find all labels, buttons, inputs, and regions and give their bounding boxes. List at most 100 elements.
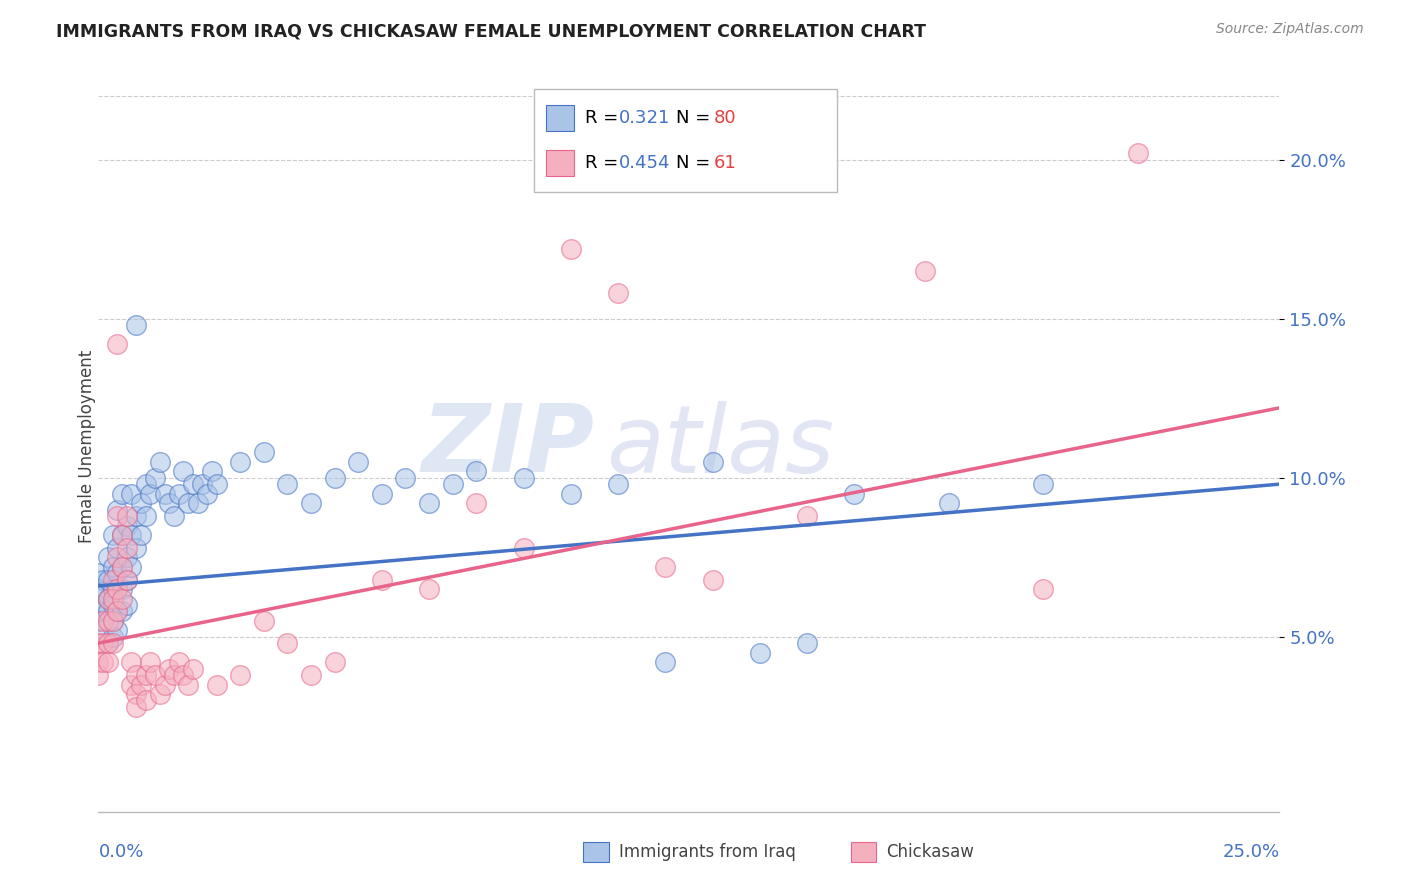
Point bbox=[97, 550, 120, 565]
Point bbox=[111, 591, 134, 606]
Point bbox=[465, 465, 488, 479]
Text: Immigrants from Iraq: Immigrants from Iraq bbox=[619, 843, 796, 861]
Point bbox=[323, 471, 346, 485]
Point bbox=[101, 582, 124, 596]
Point bbox=[125, 541, 148, 555]
Point bbox=[105, 337, 128, 351]
Point bbox=[702, 455, 724, 469]
Point bbox=[191, 477, 214, 491]
Point bbox=[1032, 477, 1054, 491]
Point bbox=[512, 541, 534, 555]
Point bbox=[654, 655, 676, 669]
Text: 25.0%: 25.0% bbox=[1222, 843, 1279, 861]
Point bbox=[129, 677, 152, 691]
Point bbox=[111, 604, 134, 618]
Point bbox=[441, 477, 464, 491]
Point bbox=[91, 614, 114, 628]
Point bbox=[101, 591, 124, 606]
Point bbox=[87, 582, 110, 596]
Text: Chickasaw: Chickasaw bbox=[886, 843, 973, 861]
Point bbox=[111, 528, 134, 542]
Point bbox=[167, 486, 190, 500]
Point bbox=[97, 655, 120, 669]
Point bbox=[87, 655, 110, 669]
Text: R =: R = bbox=[585, 109, 624, 127]
Text: 80: 80 bbox=[714, 109, 737, 127]
Point bbox=[101, 573, 124, 587]
Point bbox=[111, 559, 134, 574]
Y-axis label: Female Unemployment: Female Unemployment bbox=[79, 350, 96, 542]
Point bbox=[97, 636, 120, 650]
Point bbox=[135, 508, 157, 523]
Point bbox=[115, 550, 138, 565]
Point bbox=[163, 668, 186, 682]
Point bbox=[87, 598, 110, 612]
Point bbox=[105, 604, 128, 618]
Point bbox=[418, 582, 440, 596]
Point bbox=[153, 677, 176, 691]
Point bbox=[101, 614, 124, 628]
Point bbox=[371, 573, 394, 587]
Point bbox=[654, 559, 676, 574]
Point bbox=[229, 455, 252, 469]
Point bbox=[121, 559, 143, 574]
Point bbox=[172, 465, 194, 479]
Point bbox=[394, 471, 416, 485]
Text: N =: N = bbox=[676, 154, 716, 172]
Point bbox=[125, 699, 148, 714]
Point bbox=[87, 614, 110, 628]
Point bbox=[105, 582, 128, 596]
Point bbox=[91, 636, 114, 650]
Point bbox=[105, 624, 128, 638]
Point bbox=[91, 585, 114, 599]
Point bbox=[91, 604, 114, 618]
Point bbox=[105, 550, 128, 565]
Text: 0.321: 0.321 bbox=[619, 109, 671, 127]
Point bbox=[87, 566, 110, 581]
Point bbox=[105, 582, 128, 596]
Point bbox=[844, 486, 866, 500]
Point bbox=[153, 486, 176, 500]
Point bbox=[125, 508, 148, 523]
Text: Source: ZipAtlas.com: Source: ZipAtlas.com bbox=[1216, 22, 1364, 37]
Point bbox=[177, 677, 200, 691]
Point bbox=[97, 591, 120, 606]
Point bbox=[115, 598, 138, 612]
Point bbox=[115, 508, 138, 523]
Point bbox=[607, 477, 630, 491]
Point bbox=[748, 646, 770, 660]
Point bbox=[125, 318, 148, 333]
Point bbox=[101, 636, 124, 650]
Point bbox=[129, 496, 152, 510]
Point bbox=[101, 559, 124, 574]
Text: N =: N = bbox=[676, 109, 716, 127]
Point bbox=[91, 624, 114, 638]
Point bbox=[139, 486, 162, 500]
Point bbox=[115, 573, 138, 587]
Point bbox=[187, 496, 209, 510]
Point bbox=[914, 264, 936, 278]
Point bbox=[111, 559, 134, 574]
Point bbox=[560, 242, 582, 256]
Point bbox=[121, 677, 143, 691]
Point bbox=[157, 496, 180, 510]
Point bbox=[105, 502, 128, 516]
Point bbox=[201, 465, 224, 479]
Point bbox=[115, 573, 138, 587]
Point bbox=[97, 573, 120, 587]
Point bbox=[143, 471, 166, 485]
Point bbox=[157, 662, 180, 676]
Point bbox=[167, 655, 190, 669]
Point bbox=[253, 614, 276, 628]
Point bbox=[129, 528, 152, 542]
Point bbox=[418, 496, 440, 510]
Point bbox=[91, 573, 114, 587]
Point bbox=[512, 471, 534, 485]
Point bbox=[101, 528, 124, 542]
Point bbox=[121, 528, 143, 542]
Point bbox=[97, 636, 120, 650]
Point bbox=[115, 541, 138, 555]
Point bbox=[181, 477, 204, 491]
Point bbox=[172, 668, 194, 682]
Point bbox=[101, 614, 124, 628]
